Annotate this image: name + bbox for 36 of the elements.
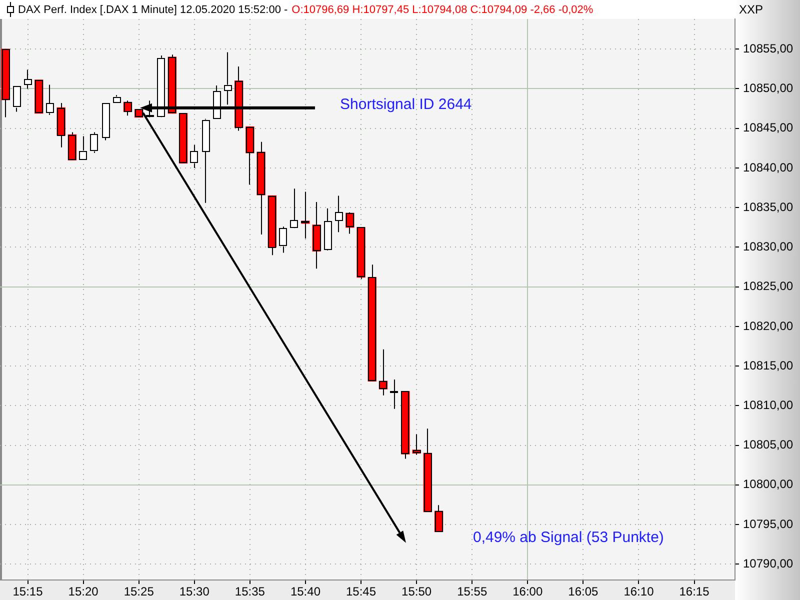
x-tick-label: 15:30 [179,584,210,599]
x-tick-label: 15:20 [68,584,99,599]
candlestick [134,109,144,118]
y-tick-label: 10840,00 [743,160,794,174]
x-tick-label: 15:45 [346,584,376,599]
candlestick [301,192,310,238]
y-tick-label: 10810,00 [743,398,794,412]
x-tick-label: 15:35 [234,584,266,599]
x-tick-label: 16:10 [624,584,654,599]
y-tick-label: 10850,00 [743,81,794,96]
x-tick-label: 16:15 [679,584,710,599]
chart-title: DAX Perf. Index [.DAX 1 Minute] 12.05.2020 15:52:00 - [18,4,288,16]
candlestick [34,80,44,114]
y-tick-label: 10805,00 [743,438,794,452]
y-tick-label: 10800,00 [743,477,794,492]
y-tick-label: 10825,00 [743,279,794,294]
annotation: Shortsignal ID 2644 [340,96,472,113]
y-tick-label: 10790,00 [743,556,794,570]
x-tick-label: 15:50 [402,584,432,599]
annotation: 0,49% ab Signal (53 Punkte) [472,529,664,546]
text: XXP [739,2,764,16]
y-tick-label: 10845,00 [743,120,794,135]
x-tick-label: 15:55 [457,584,488,599]
chart-subtitle: O:10796,69 H:10797,45 L:10794,08 C:10794,09 -2,66 -0,02% [292,4,594,16]
y-tick-label: 10795,00 [743,516,794,531]
candlestick [178,112,188,164]
y-tick-label: 10830,00 [743,240,794,254]
x-tick-label: 16:05 [568,584,599,599]
y-tick-label: 10815,00 [743,358,794,372]
x-tick-label: 15:40 [290,584,321,599]
y-tick-label: 10835,00 [743,200,794,214]
y-tick-label: 10855,00 [743,41,794,56]
y-tick-label: 10820,00 [743,318,794,333]
x-tick-label: 15:15 [12,584,44,599]
x-tick-label: 16:00 [512,584,543,599]
x-tick-label: 15:25 [124,584,154,599]
